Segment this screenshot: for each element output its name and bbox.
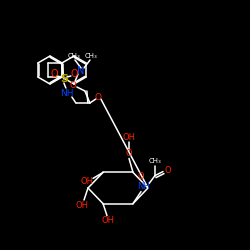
Text: O: O bbox=[137, 172, 144, 181]
Text: O: O bbox=[50, 69, 58, 79]
Text: OH: OH bbox=[80, 177, 94, 186]
Text: CH₃: CH₃ bbox=[68, 53, 80, 59]
Text: CH₃: CH₃ bbox=[84, 53, 98, 59]
Text: N: N bbox=[77, 66, 85, 76]
Text: CH₃: CH₃ bbox=[148, 158, 162, 164]
Text: O: O bbox=[165, 166, 171, 175]
Text: O: O bbox=[70, 69, 78, 79]
Text: S: S bbox=[60, 74, 68, 84]
Text: OH: OH bbox=[102, 216, 114, 225]
Text: O: O bbox=[70, 80, 76, 90]
Text: NH: NH bbox=[60, 90, 74, 98]
Text: O: O bbox=[126, 149, 132, 158]
Text: OH: OH bbox=[76, 200, 88, 209]
Text: O: O bbox=[94, 92, 102, 102]
Text: NH: NH bbox=[136, 182, 149, 191]
Text: OH: OH bbox=[122, 133, 136, 142]
